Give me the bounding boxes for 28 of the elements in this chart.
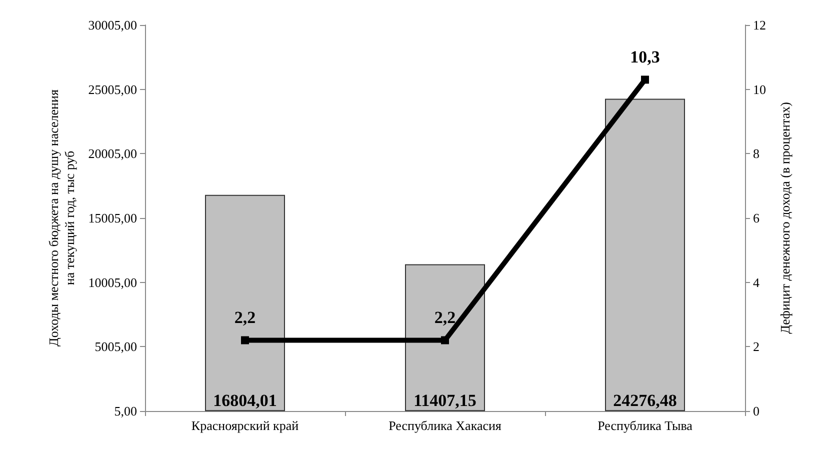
- y2-tick-label: 0: [753, 404, 760, 418]
- y2-tick-label: 12: [753, 18, 766, 32]
- bar: [405, 264, 485, 412]
- y2-tick-label: 8: [753, 146, 760, 162]
- y-tick-label: 25005,00: [88, 82, 137, 97]
- y-tick-label: 5005,00: [94, 339, 137, 354]
- y2-tick-label: 10: [753, 82, 766, 97]
- y-tick-label: 30005,00: [88, 18, 137, 32]
- data-label: 2,2: [434, 308, 456, 328]
- x-tick-label: Красноярский край: [191, 418, 299, 433]
- y-tick-label: 5,00: [114, 404, 137, 418]
- data-label: 24276,48: [613, 391, 677, 410]
- x-tick-label: Республика Хакасия: [388, 418, 502, 433]
- y2-tick-label: 2: [753, 339, 760, 354]
- data-label: 2,2: [234, 308, 256, 328]
- data-label: 10,3: [630, 48, 660, 67]
- y2-axis-title: Дефицит денежного дохода (в процентах): [777, 102, 792, 334]
- bar: [205, 194, 285, 412]
- y2-tick-label: 6: [753, 210, 760, 226]
- y-tick-label: 15005,00: [88, 210, 137, 226]
- data-label: 11407,15: [414, 391, 476, 410]
- bar: [605, 98, 685, 412]
- y2-tick-label: 4: [753, 274, 760, 290]
- y-tick-label: 10005,00: [88, 274, 137, 290]
- x-tick-label: Республика Тыва: [598, 418, 693, 433]
- data-label: 16804,01: [213, 391, 277, 410]
- y-axis-title: Доходы местного бюджета на душу населения на текущий год, тыс руб: [46, 90, 77, 346]
- y-tick-label: 20005,00: [88, 146, 137, 162]
